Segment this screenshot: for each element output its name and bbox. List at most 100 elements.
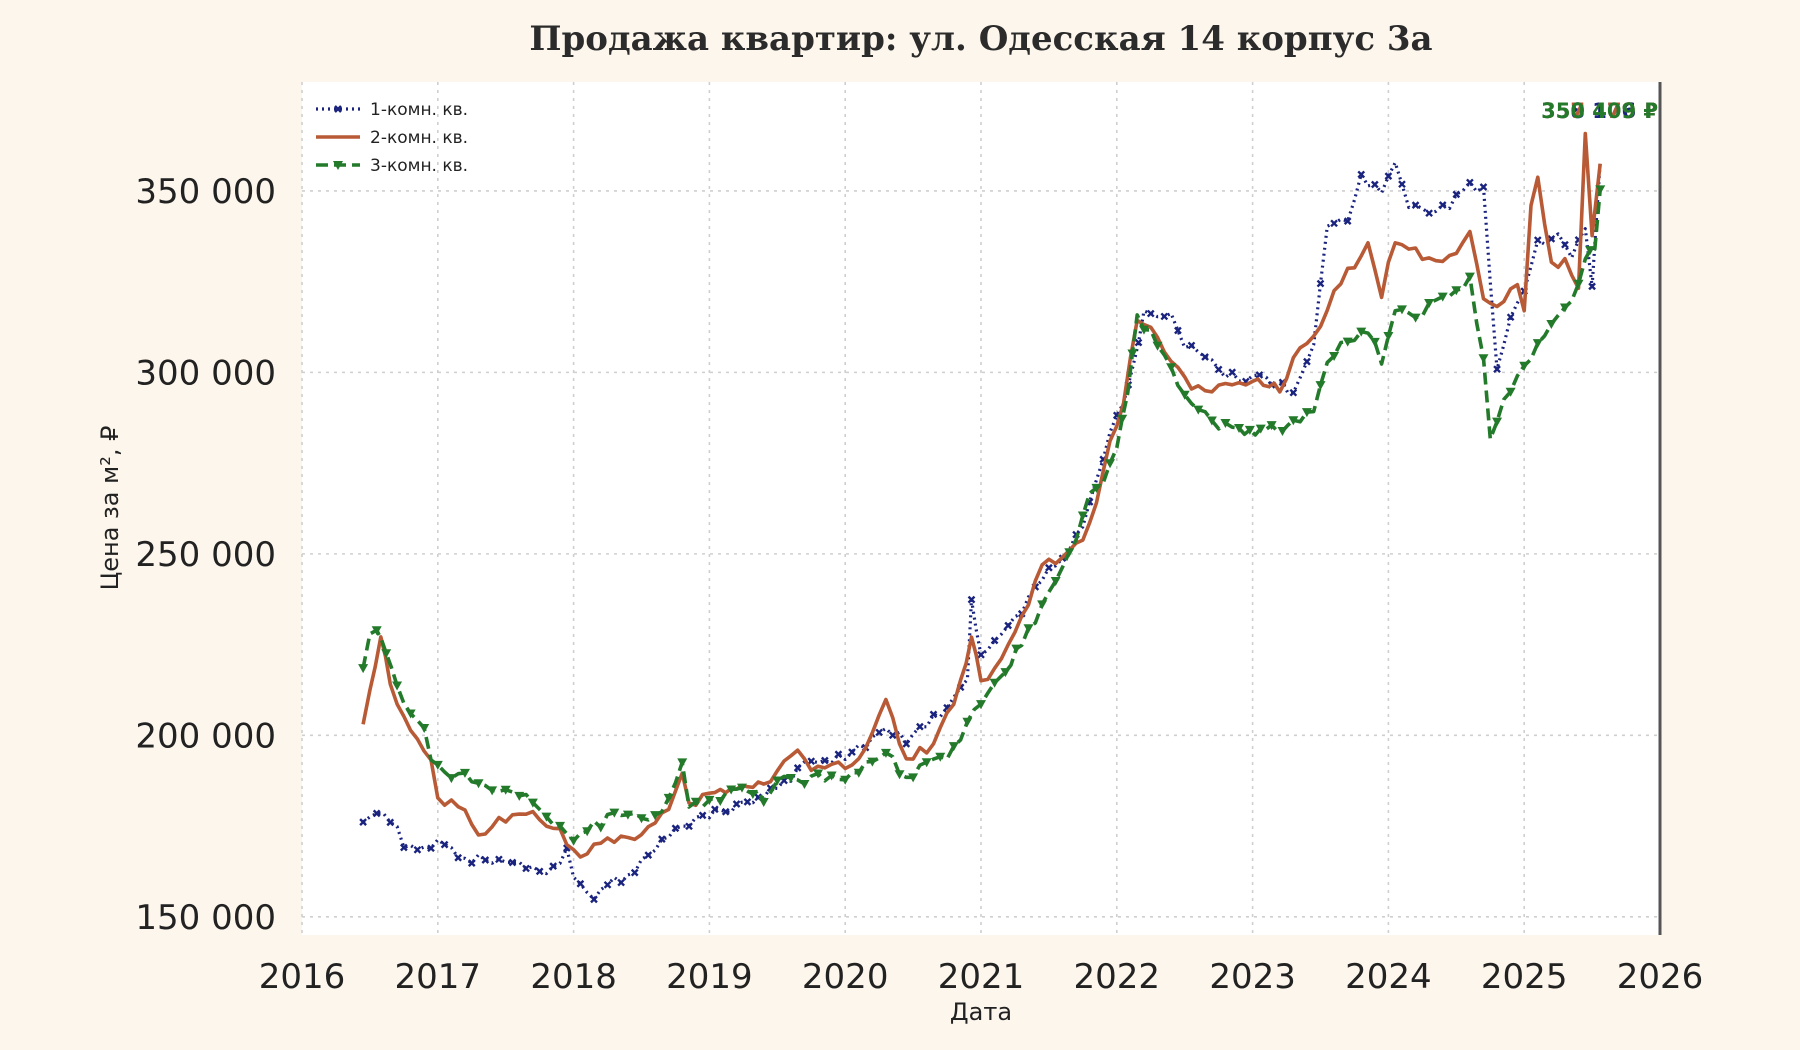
x-tick-label: 2024 (1345, 957, 1432, 997)
marker-x (1289, 388, 1298, 397)
marker-triangle (663, 793, 674, 803)
series-markers (358, 185, 1606, 846)
tick-labels: 2016 2017 2018 2019 2020 2021 2022 2023 2024 2025… (135, 172, 1703, 997)
marker-triangle (785, 773, 796, 783)
marker-x (508, 858, 517, 867)
marker-x (1187, 341, 1196, 350)
marker-triangle (432, 760, 443, 770)
marker-triangle (726, 785, 737, 795)
marker-x (1533, 236, 1542, 244)
x-tick-label: 2023 (1209, 957, 1296, 997)
marker-x (990, 636, 999, 645)
marker-x (929, 710, 938, 719)
marker-triangle (1179, 390, 1190, 400)
marker-triangle (880, 748, 891, 758)
marker-x (1330, 219, 1338, 228)
marker-triangle (1220, 418, 1231, 428)
marker-x (1411, 201, 1420, 209)
marker-x (535, 867, 544, 876)
marker-x (1588, 282, 1596, 291)
marker-triangle (1342, 337, 1353, 347)
marker-triangle (1105, 459, 1116, 469)
marker-x (603, 880, 612, 889)
marker-x (400, 843, 408, 852)
marker-x (834, 750, 843, 759)
marker-triangle (1091, 483, 1102, 493)
marker-triangle (840, 775, 851, 785)
y-tick-label: 350 000 (135, 172, 276, 212)
marker-x (440, 840, 449, 849)
marker-x (1506, 313, 1515, 322)
marker-x (359, 818, 367, 826)
marker-triangle (1266, 421, 1277, 431)
marker-x (1255, 371, 1264, 379)
marker-x (1316, 279, 1325, 288)
marker-triangle (622, 810, 633, 820)
marker-triangle (459, 768, 470, 778)
marker-triangle (1127, 349, 1138, 359)
marker-triangle (962, 717, 973, 727)
marker-x (1384, 172, 1393, 181)
end-label: 350 409 ₽ (1541, 99, 1658, 123)
marker-triangle (677, 758, 688, 768)
x-tick-label: 2019 (666, 957, 753, 997)
marker-triangle (636, 814, 647, 824)
marker-triangle (371, 626, 382, 636)
chart-title: Продажа квартир: ул. Одесская 14 корпус … (529, 19, 1432, 59)
marker-triangle (1277, 427, 1288, 437)
marker-triangle (1011, 644, 1022, 654)
marker-x (1343, 217, 1352, 225)
marker-triangle (989, 678, 1000, 688)
marker-x (454, 853, 463, 862)
marker-triangle (704, 795, 715, 805)
marker-x (1214, 365, 1223, 374)
marker-triangle (867, 757, 878, 767)
marker-triangle (1234, 423, 1245, 433)
marker-x (1370, 180, 1379, 189)
marker-x (848, 748, 856, 756)
marker-triangle (772, 776, 783, 786)
marker-triangle (527, 798, 538, 808)
marker-triangle (1301, 408, 1312, 418)
marker-x (1493, 365, 1501, 374)
x-tick-label: 2021 (938, 957, 1025, 997)
marker-triangle (1356, 327, 1367, 337)
marker-triangle (1193, 405, 1204, 415)
marker-x (413, 845, 422, 854)
marker-triangle (487, 786, 498, 796)
marker-x (671, 824, 680, 833)
series-line (361, 131, 1602, 859)
marker-x (710, 805, 719, 814)
marker-triangle (1117, 414, 1128, 424)
marker-triangle (1244, 425, 1255, 435)
legend-label: 3-комн. кв. (370, 156, 468, 176)
marker-triangle (582, 827, 593, 837)
x-tick-label: 2020 (802, 957, 889, 997)
marker-x (875, 728, 883, 737)
series-2 (361, 131, 1602, 859)
x-axis-label: Дата (950, 998, 1012, 1026)
marker-x (467, 859, 476, 867)
marker-triangle (405, 709, 416, 719)
marker-triangle (690, 797, 701, 807)
marker-x (617, 878, 625, 887)
legend-marker-x (334, 105, 342, 113)
marker-x (1134, 338, 1143, 347)
marker-x (1174, 326, 1182, 335)
marker-triangle (894, 770, 905, 780)
marker-x (1228, 368, 1237, 377)
marker-triangle (1023, 624, 1034, 634)
marker-triangle (1410, 313, 1421, 323)
marker-triangle (1315, 381, 1326, 391)
x-tick-label: 2025 (1481, 957, 1568, 997)
marker-x (1004, 621, 1013, 630)
marker-x (576, 879, 585, 888)
x-tick-label: 2018 (530, 957, 617, 997)
marker-triangle (358, 664, 369, 674)
marker-triangle (1077, 511, 1088, 521)
marker-x (590, 895, 598, 904)
marker-triangle (826, 771, 837, 781)
marker-x (522, 864, 530, 873)
end-label: 358 176 ₽ (1541, 99, 1658, 123)
marker-triangle (1255, 424, 1266, 434)
